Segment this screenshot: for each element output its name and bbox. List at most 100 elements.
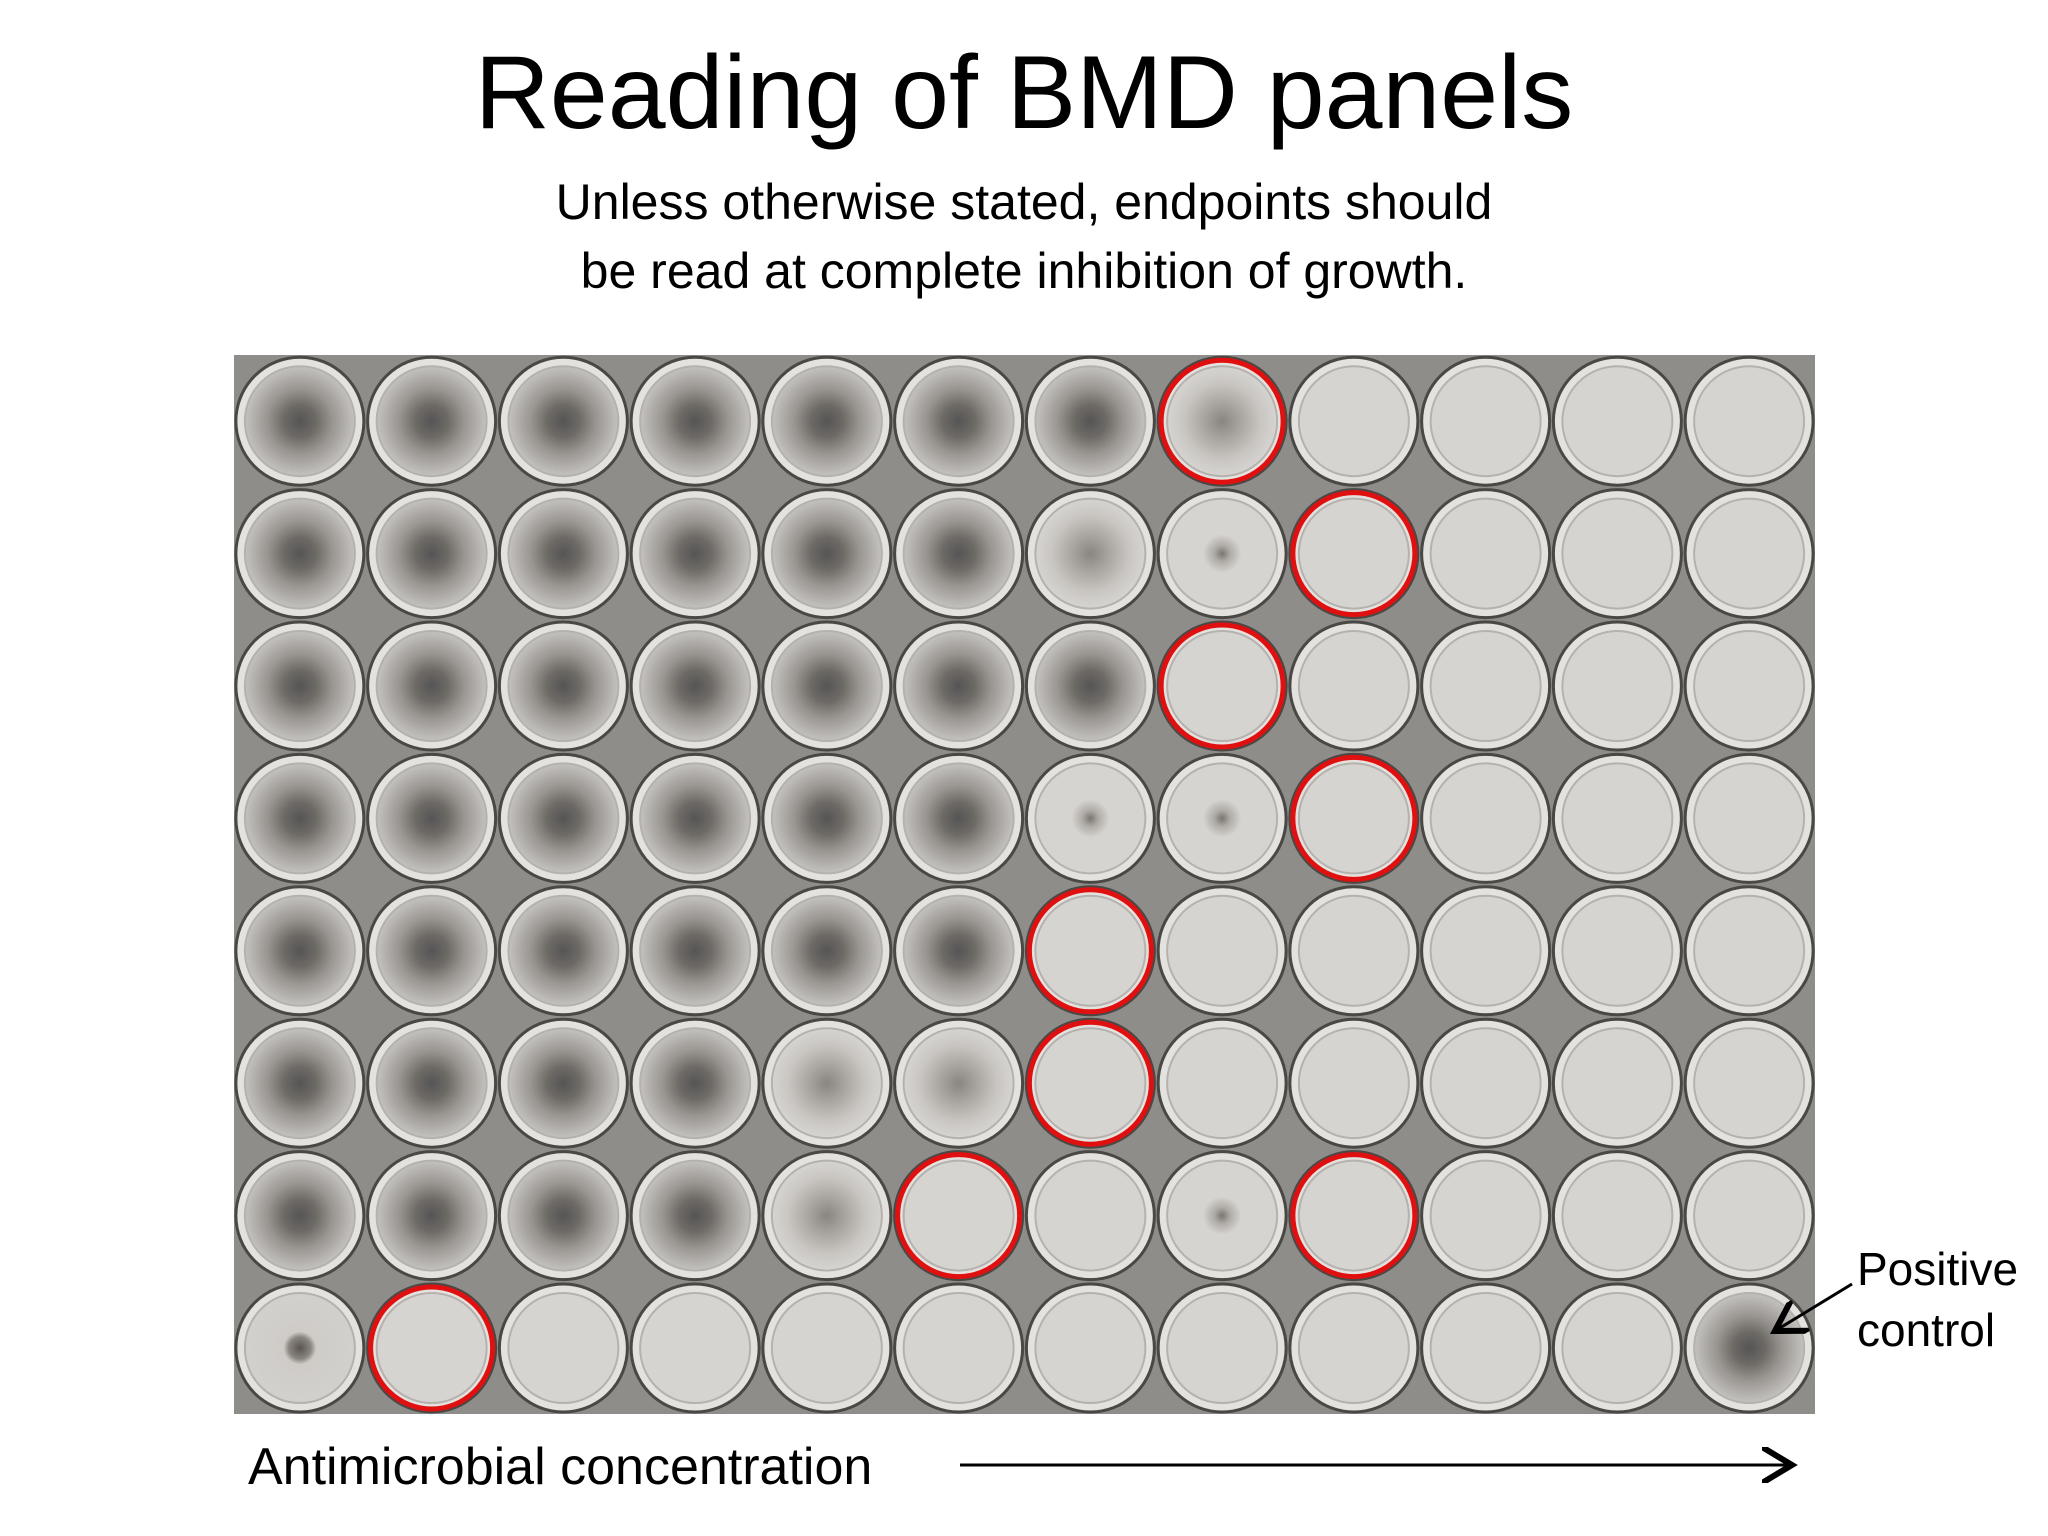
well — [243, 1292, 356, 1404]
well — [1034, 630, 1147, 742]
well — [1693, 630, 1806, 742]
well — [639, 1292, 752, 1404]
well — [1429, 1159, 1542, 1272]
annotation-line: control — [1857, 1304, 1995, 1356]
well — [1034, 1292, 1147, 1404]
well — [1166, 894, 1279, 1007]
axis-label: Antimicrobial concentration — [248, 1438, 872, 1496]
well — [770, 1159, 883, 1272]
well-grid — [234, 355, 1815, 1414]
well — [1561, 1159, 1674, 1272]
well — [507, 1292, 620, 1404]
well — [1297, 497, 1410, 610]
well — [1693, 894, 1806, 1007]
well — [243, 630, 356, 742]
well — [639, 1159, 752, 1272]
well — [1166, 762, 1279, 875]
well — [639, 497, 752, 610]
annotation-arrow — [1775, 1282, 1853, 1331]
well — [902, 497, 1015, 610]
well — [770, 365, 883, 478]
well — [902, 365, 1015, 478]
well — [1429, 365, 1542, 478]
endpoint-ring — [1158, 357, 1286, 485]
well — [1297, 762, 1410, 875]
well — [770, 894, 883, 1007]
well — [1693, 1292, 1806, 1404]
well — [639, 894, 752, 1007]
well — [1297, 1292, 1410, 1404]
well — [1429, 630, 1542, 742]
well — [770, 1292, 883, 1404]
well — [1561, 762, 1674, 875]
well — [1166, 630, 1279, 742]
well — [375, 1292, 488, 1404]
well — [1166, 1292, 1279, 1404]
well — [902, 1159, 1015, 1272]
endpoint-ring — [1026, 1019, 1154, 1147]
well — [243, 762, 356, 875]
endpoint-ring — [1026, 887, 1154, 1015]
well — [1166, 497, 1279, 610]
well — [639, 1027, 752, 1140]
well — [1693, 762, 1806, 875]
endpoint-ring — [1158, 622, 1286, 750]
well — [1034, 365, 1147, 478]
well — [375, 762, 488, 875]
well — [770, 630, 883, 742]
well — [1429, 762, 1542, 875]
well — [770, 497, 883, 610]
well — [243, 1159, 356, 1272]
well — [243, 365, 356, 478]
well — [770, 762, 883, 875]
well — [639, 365, 752, 478]
well — [902, 630, 1015, 742]
well — [1561, 365, 1674, 478]
endpoint-ring — [1290, 754, 1418, 882]
well — [1034, 497, 1147, 610]
endpoint-ring — [1290, 1152, 1418, 1280]
well — [1561, 1292, 1674, 1404]
well — [507, 894, 620, 1007]
well — [1034, 762, 1147, 875]
well — [375, 894, 488, 1007]
subtitle-line: be read at complete inhibition of growth… — [581, 243, 1468, 299]
well — [1429, 894, 1542, 1007]
well — [1429, 1027, 1542, 1140]
title: Reading of BMD panels — [475, 35, 1573, 151]
well — [507, 762, 620, 875]
well — [243, 1027, 356, 1140]
well — [902, 1027, 1015, 1140]
well — [1166, 365, 1279, 478]
well — [1561, 1027, 1674, 1140]
well — [375, 1159, 488, 1272]
endpoint-ring — [368, 1284, 496, 1412]
well — [1693, 1027, 1806, 1140]
well — [1297, 365, 1410, 478]
well — [1561, 630, 1674, 742]
well — [375, 365, 488, 478]
well — [243, 497, 356, 610]
well — [1693, 365, 1806, 478]
well — [1034, 1159, 1147, 1272]
well — [1561, 497, 1674, 610]
well — [507, 630, 620, 742]
well — [1297, 1159, 1410, 1272]
subtitle-line: Unless otherwise stated, endpoints shoul… — [556, 174, 1493, 230]
well — [902, 1292, 1015, 1404]
well — [507, 365, 620, 478]
well — [1297, 1027, 1410, 1140]
well — [639, 630, 752, 742]
well — [1297, 630, 1410, 742]
well — [902, 762, 1015, 875]
well — [1166, 1027, 1279, 1140]
well — [1693, 1159, 1806, 1272]
well — [1429, 497, 1542, 610]
well — [507, 497, 620, 610]
plate — [234, 355, 1815, 1414]
well — [1693, 497, 1806, 610]
well — [1429, 1292, 1542, 1404]
well — [507, 1027, 620, 1140]
